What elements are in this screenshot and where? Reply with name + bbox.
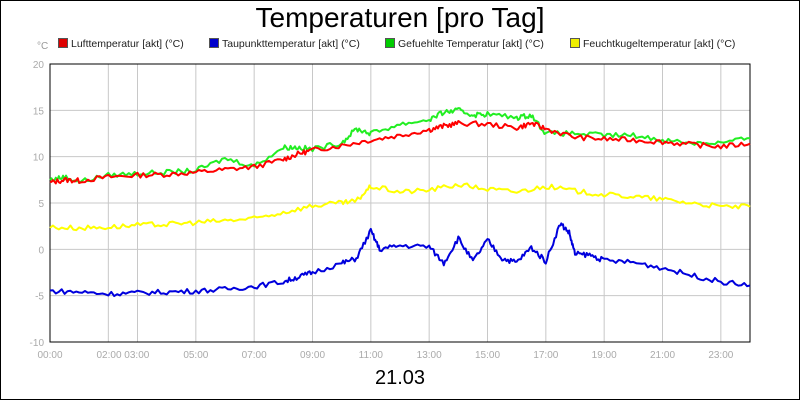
legend-swatch-gefuehlte-temperatur [385,38,395,48]
y-tick-label: 0 [38,245,44,256]
x-tick-label: 00:00 [37,350,62,361]
x-tick-label: 13:00 [417,350,442,361]
x-tick-label: 07:00 [242,350,267,361]
y-tick-label: 15 [33,106,45,117]
date-label: 21.03 [374,367,426,389]
y-tick-label: 5 [38,199,44,210]
x-tick-label: 02:00 03:00 [97,350,150,361]
legend-label-lufttemperatur: Lufttemperatur [akt] (°C) [71,38,184,50]
legend-label-feuchtkugeltemperatur: Feuchtkugeltemperatur [akt] (°C) [583,38,736,50]
legend-label-taupunkttemperatur: Taupunkttemperatur [akt] (°C) [222,38,360,50]
chart-title: Temperaturen [pro Tag] [255,2,545,33]
legend-item-taupunkttemperatur: Taupunkttemperatur [akt] (°C) [209,38,360,50]
y-tick-label: -5 [35,292,44,303]
legend-swatch-lufttemperatur [58,38,68,48]
legend-item-gefuehlte-temperatur: Gefuehlte Temperatur [akt] (°C) [385,38,544,50]
grid-layer [49,63,750,343]
series-line-feuchtkugeltemperatur [49,182,751,232]
y-tick-label: -10 [30,338,45,349]
x-tick-label: 11:00 [359,350,384,361]
x-tick-label: 09:00 [300,350,325,361]
x-tick-label: 17:00 [533,350,558,361]
series-line-lufttemperatur [49,120,751,185]
legend-item-lufttemperatur: Lufttemperatur [akt] (°C) [58,38,184,50]
x-tick-label: 05:00 [183,350,208,361]
x-tick-label: 21:00 [650,350,675,361]
y-tick-label: 10 [33,153,45,164]
series-layer [49,107,751,298]
x-tick-label: 19:00 [592,350,617,361]
legend-swatch-taupunkttemperatur [209,38,219,48]
x-tick-label: 23:00 [708,350,733,361]
series-line-taupunkttemperatur [49,222,751,298]
plot-area-border [49,63,751,343]
x-tick-label: 15:00 [475,350,500,361]
legend-swatch-feuchtkugeltemperatur [570,38,580,48]
y-unit-label: °C [37,41,49,52]
legend-label-gefuehlte-temperatur: Gefuehlte Temperatur [akt] (°C) [398,38,544,50]
y-tick-label: 20 [33,60,45,71]
legend-item-feuchtkugeltemperatur: Feuchtkugeltemperatur [akt] (°C) [570,38,735,50]
